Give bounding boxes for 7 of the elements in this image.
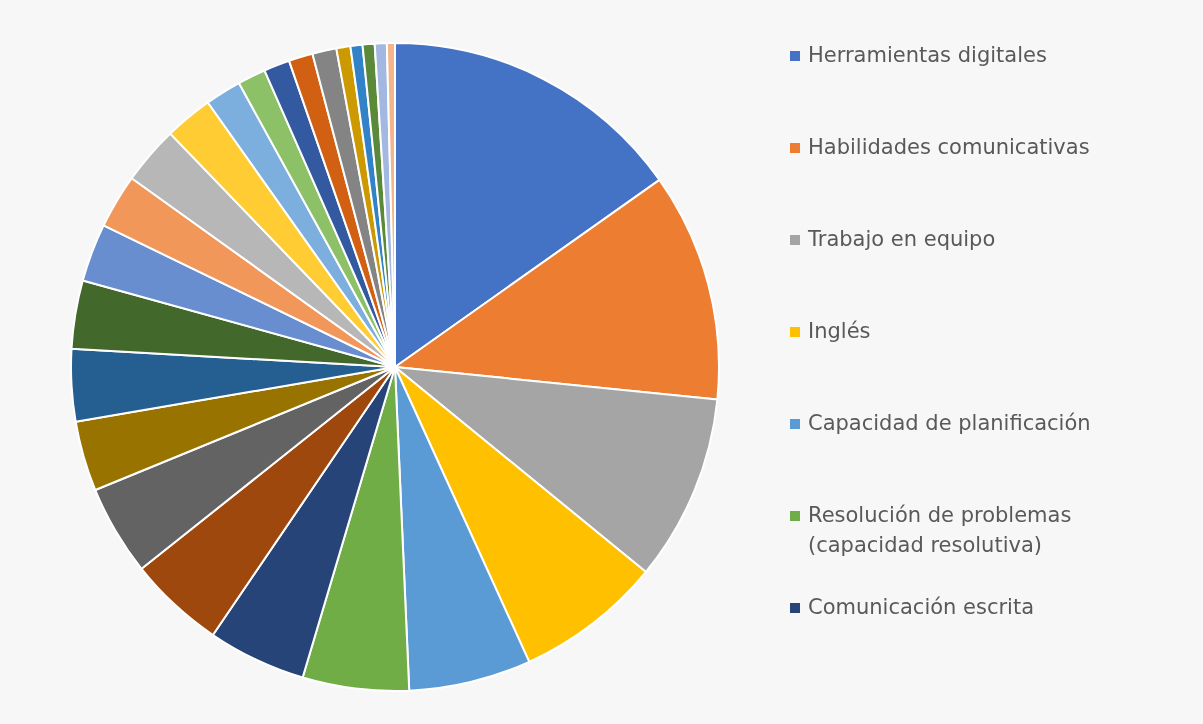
legend-label: Inglés bbox=[808, 318, 871, 345]
legend-label: Capacidad de planificación bbox=[808, 410, 1091, 437]
legend-label: Trabajo en equipo bbox=[808, 226, 996, 253]
legend-label: Comunicación escrita bbox=[808, 594, 1035, 621]
legend-label: Habilidades comunicativas bbox=[808, 134, 1090, 161]
legend-label: Resolución de problemas (capacidad resolutiva) bbox=[808, 502, 1073, 559]
legend-label: Herramientas digitales bbox=[808, 42, 1047, 69]
